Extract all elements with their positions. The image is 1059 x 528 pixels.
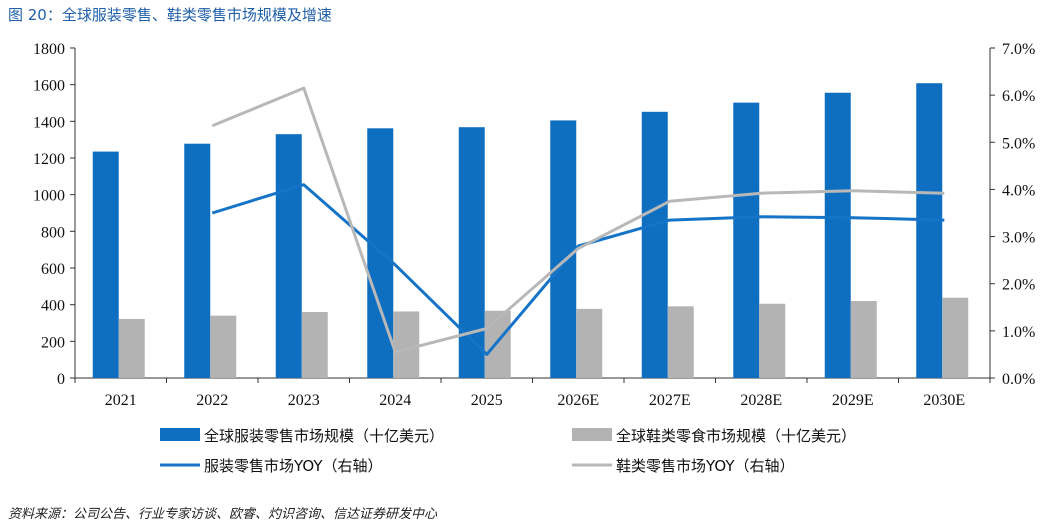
footwear-bar	[118, 318, 145, 378]
y-left-tick-label: 200	[41, 334, 65, 351]
x-tick-label: 2027E	[649, 392, 691, 409]
x-tick-label: 2030E	[923, 392, 965, 409]
footwear-bar	[393, 311, 420, 378]
footwear-bar	[759, 303, 786, 378]
legend-label-apparel-line: 服装零售市场YOY（右轴）	[204, 457, 383, 475]
y-right-tick-label: 3.0%	[1002, 230, 1035, 247]
footwear-bar	[850, 301, 877, 378]
legend-swatch-apparel-bar	[160, 428, 200, 441]
x-tick-label: 2021	[105, 392, 137, 409]
y-right-tick-label: 0.0%	[1002, 371, 1035, 388]
x-tick-label: 2022	[196, 392, 228, 409]
apparel-bar	[824, 92, 851, 378]
y-left-tick-label: 800	[41, 224, 65, 241]
apparel-yoy-line	[211, 183, 945, 356]
bars	[92, 83, 969, 379]
y-right-tick-label: 5.0%	[1002, 135, 1035, 152]
apparel-bar	[458, 127, 485, 378]
y-right-tick-label: 2.0%	[1002, 277, 1035, 294]
y-right-tick-label: 6.0%	[1002, 88, 1035, 105]
y-left-tick-label: 1200	[33, 151, 65, 168]
y-left-tick-label: 600	[41, 261, 65, 278]
legend-label-footwear-line: 鞋类零售市场YOY（右轴）	[616, 457, 795, 475]
chart: 0 200 400 600 800 1000 1200 1400 1600 1800 0.0% 1.0…	[33, 41, 1035, 475]
footwear-bar	[576, 308, 603, 378]
x-tick-label: 2026E	[557, 392, 599, 409]
y-right-tick-label: 4.0%	[1002, 182, 1035, 199]
legend-swatch-footwear-bar	[572, 428, 612, 441]
x-tick-label: 2024	[379, 392, 411, 409]
footwear-bar	[667, 306, 694, 378]
legend-label-footwear-bar: 全球鞋类零食市场规模（十亿美元）	[616, 427, 856, 445]
y-left-tick-label: 1800	[33, 41, 65, 58]
y-right-tick-label: 7.0%	[1002, 41, 1035, 58]
apparel-bar	[733, 102, 760, 378]
y-left-tick-label: 0	[57, 371, 65, 388]
footwear-bar	[210, 315, 237, 378]
source-note: 资料来源：公司公告、行业专家访谈、欧睿、灼识咨询、信达证券研发中心	[8, 507, 438, 522]
apparel-bar	[916, 83, 943, 378]
figure-title: 图 20：全球服装零售、鞋类零售市场规模及增速	[8, 6, 332, 24]
x-tick-label: 2028E	[740, 392, 782, 409]
y-right-tick-label: 1.0%	[1002, 324, 1035, 341]
y-left-tick-label: 400	[41, 298, 65, 315]
tick-labels: 0 200 400 600 800 1000 1200 1400 1600 1800 0.0% 1.0…	[33, 41, 1035, 409]
y-left-tick-label: 1600	[33, 78, 65, 95]
x-tick-label: 2029E	[832, 392, 874, 409]
lines	[211, 86, 945, 356]
footwear-yoy-line	[211, 86, 945, 354]
footwear-bar	[301, 312, 328, 378]
footwear-bar	[942, 297, 969, 378]
apparel-bar	[641, 111, 668, 379]
x-tick-label: 2023	[288, 392, 320, 409]
apparel-bar	[92, 151, 119, 378]
x-tick-label: 2025	[471, 392, 503, 409]
y-left-tick-label: 1000	[33, 188, 65, 205]
legend: 全球服装零售市场规模（十亿美元） 全球鞋类零食市场规模（十亿美元） 服装零售市场…	[160, 427, 856, 475]
y-left-tick-label: 1400	[33, 114, 65, 131]
legend-label-apparel-bar: 全球服装零售市场规模（十亿美元）	[204, 427, 444, 445]
apparel-bar	[275, 134, 302, 378]
apparel-bar	[184, 143, 211, 378]
footwear-bar	[484, 310, 511, 378]
apparel-bar	[550, 120, 577, 379]
